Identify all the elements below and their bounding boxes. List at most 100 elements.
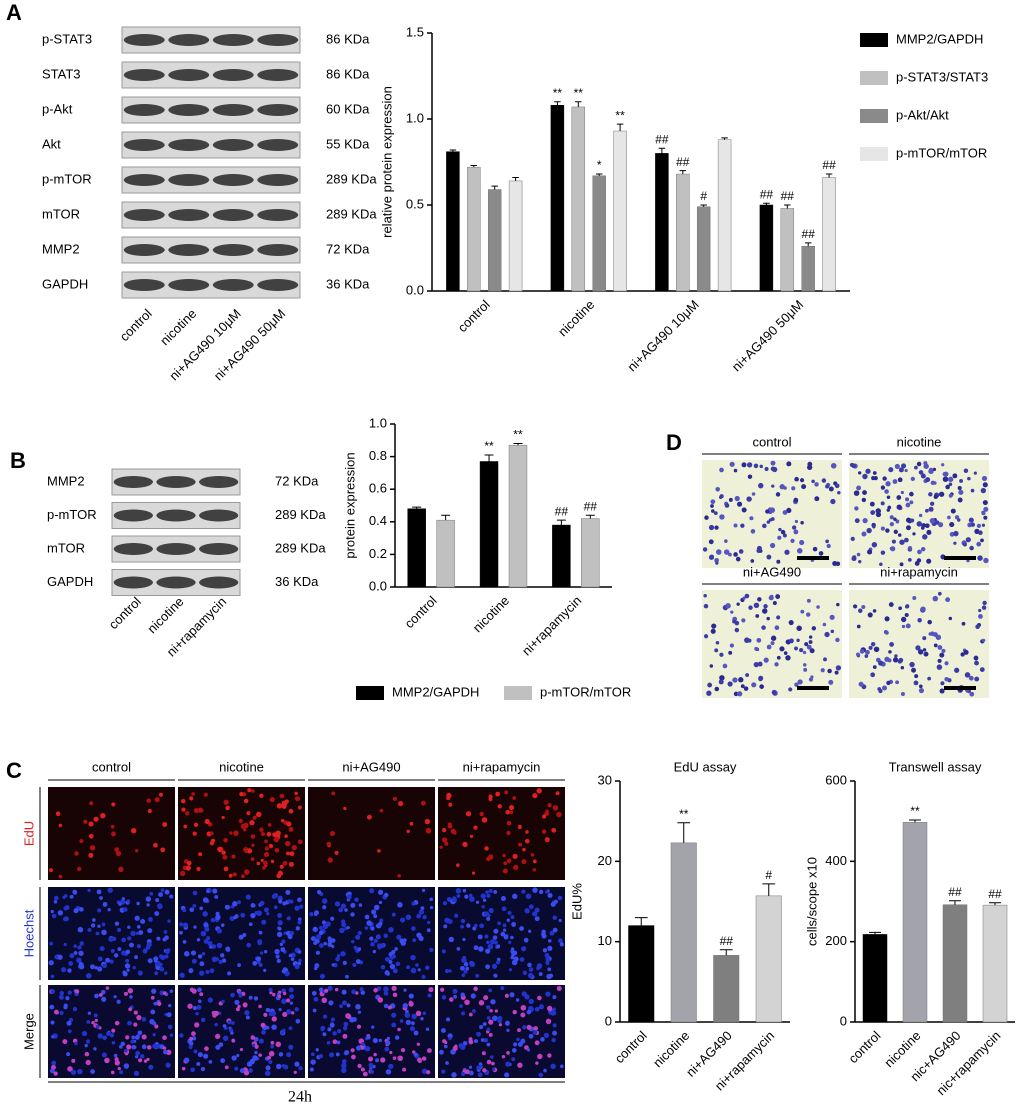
cell xyxy=(517,1062,523,1068)
bar xyxy=(822,177,836,292)
cell xyxy=(776,559,781,564)
cell xyxy=(77,866,82,872)
cell xyxy=(935,634,942,640)
cell xyxy=(145,896,152,902)
cell xyxy=(872,471,877,475)
cell xyxy=(284,834,288,838)
cell xyxy=(461,973,466,978)
cell xyxy=(510,915,515,920)
cell xyxy=(538,972,543,977)
error-bar xyxy=(909,819,921,823)
blot-band xyxy=(168,69,210,81)
cell xyxy=(796,638,800,643)
cell xyxy=(179,1033,184,1038)
cell xyxy=(282,860,288,866)
cell xyxy=(245,894,251,900)
cell xyxy=(734,627,740,633)
cell xyxy=(552,915,558,920)
cell xyxy=(281,939,286,944)
cell xyxy=(234,999,240,1005)
cell xyxy=(321,997,328,1004)
cell xyxy=(99,946,105,952)
cell xyxy=(152,1033,156,1037)
cell xyxy=(49,1068,55,1074)
cell xyxy=(427,993,432,998)
significance-mark: ## xyxy=(760,187,774,201)
cell xyxy=(88,852,94,858)
cell xyxy=(237,1004,241,1009)
cell xyxy=(314,912,318,917)
significance-mark: ## xyxy=(720,934,734,948)
cell xyxy=(394,1035,400,1040)
cell xyxy=(897,477,903,483)
cell xyxy=(534,916,540,922)
cell xyxy=(475,973,480,978)
cell xyxy=(469,834,474,839)
cell xyxy=(958,489,964,495)
cell xyxy=(130,1039,135,1044)
cell xyxy=(909,500,914,505)
bar xyxy=(676,173,690,292)
cell xyxy=(59,995,63,999)
cell xyxy=(285,889,291,895)
cell xyxy=(102,902,108,907)
cell xyxy=(264,1070,271,1077)
cell xyxy=(853,604,858,609)
cell xyxy=(192,1006,197,1011)
cell xyxy=(799,647,804,653)
cell xyxy=(714,648,719,653)
cell xyxy=(796,625,802,632)
cell xyxy=(114,921,120,926)
cell xyxy=(495,960,501,965)
cell xyxy=(314,966,318,971)
cell xyxy=(391,1022,397,1028)
cell xyxy=(747,638,752,643)
cell xyxy=(880,501,885,506)
cell xyxy=(468,1070,474,1076)
cell xyxy=(294,1061,300,1067)
cell xyxy=(136,901,140,906)
cell xyxy=(152,1043,158,1049)
cell xyxy=(448,802,453,807)
cell xyxy=(260,951,264,955)
cell xyxy=(719,675,725,681)
panel-label: D xyxy=(666,430,682,455)
cell xyxy=(315,934,322,940)
cell xyxy=(704,515,709,520)
y-tick-label: 400 xyxy=(825,853,847,868)
cell xyxy=(190,1067,196,1073)
cell xyxy=(950,508,956,514)
cell xyxy=(456,863,460,867)
cell xyxy=(286,998,291,1003)
cell xyxy=(127,987,134,994)
cell xyxy=(415,963,419,967)
cell xyxy=(706,690,712,696)
cell xyxy=(159,966,165,972)
cell xyxy=(418,909,425,915)
cell xyxy=(147,958,153,964)
cell xyxy=(425,1027,430,1031)
cell xyxy=(769,594,774,599)
cell xyxy=(97,908,102,913)
cell xyxy=(101,922,106,927)
cell xyxy=(154,971,159,976)
cell xyxy=(250,834,256,839)
cell xyxy=(485,1005,491,1010)
y-tick-label: 1.0 xyxy=(406,110,424,125)
cell xyxy=(256,811,262,818)
cell xyxy=(763,657,769,663)
significance-mark: ** xyxy=(513,428,523,442)
cell xyxy=(483,1038,489,1043)
cell xyxy=(263,860,268,866)
cell xyxy=(528,1033,534,1039)
cell xyxy=(49,941,54,946)
cell xyxy=(266,912,270,916)
cell xyxy=(476,1065,481,1070)
cell xyxy=(497,1015,503,1021)
cell xyxy=(918,684,923,689)
cell xyxy=(914,465,918,470)
cell xyxy=(834,670,839,675)
cell xyxy=(282,901,287,906)
cell xyxy=(360,990,366,995)
cell xyxy=(340,903,347,909)
